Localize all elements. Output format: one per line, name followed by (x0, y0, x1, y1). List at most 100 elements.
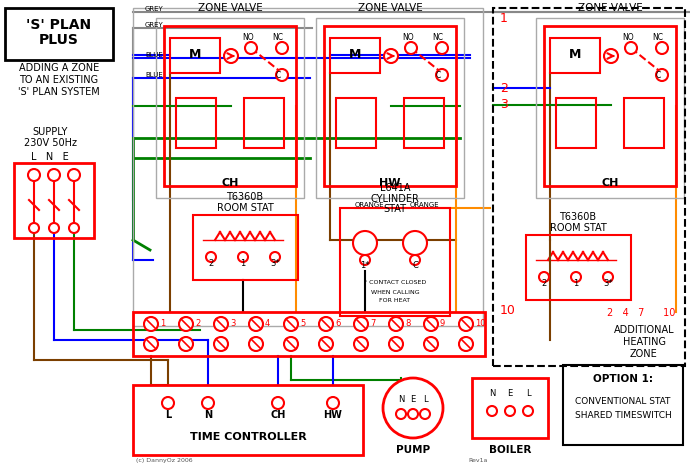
Text: CYLINDER: CYLINDER (371, 194, 420, 204)
Text: HW: HW (324, 410, 342, 420)
Circle shape (49, 223, 59, 233)
Text: 2: 2 (208, 258, 214, 268)
Text: GREY: GREY (145, 22, 164, 28)
Text: CONVENTIONAL STAT: CONVENTIONAL STAT (575, 396, 671, 405)
Text: ORANGE: ORANGE (355, 202, 384, 208)
Circle shape (144, 317, 158, 331)
Bar (526, 235, 631, 300)
Text: ADDING A ZONE: ADDING A ZONE (19, 63, 99, 73)
Bar (170, 38, 220, 73)
Circle shape (436, 42, 448, 54)
Bar (133, 385, 363, 455)
Circle shape (459, 337, 473, 351)
Text: BOILER: BOILER (489, 445, 531, 455)
Bar (340, 208, 450, 316)
Circle shape (206, 252, 216, 262)
Text: CH: CH (270, 410, 286, 420)
Text: 3: 3 (230, 320, 235, 329)
Text: 1: 1 (573, 278, 579, 287)
Circle shape (162, 397, 174, 409)
Bar (244, 98, 284, 148)
Circle shape (68, 169, 80, 181)
Bar (14, 163, 94, 238)
Text: 2: 2 (500, 81, 508, 95)
Circle shape (487, 406, 497, 416)
Circle shape (238, 252, 248, 262)
Text: L: L (526, 388, 531, 397)
Text: C: C (656, 72, 660, 80)
Text: V4043H: V4043H (369, 0, 411, 1)
Circle shape (270, 252, 280, 262)
Text: STAT: STAT (384, 204, 406, 214)
Circle shape (420, 409, 430, 419)
Text: BLUE: BLUE (145, 72, 163, 78)
Text: N: N (398, 395, 404, 404)
Bar (336, 98, 376, 148)
Text: GREY: GREY (145, 6, 164, 12)
Bar (176, 98, 216, 148)
Circle shape (539, 272, 549, 282)
Text: PLUS: PLUS (39, 33, 79, 47)
Circle shape (202, 397, 214, 409)
Text: 1: 1 (500, 12, 508, 24)
Text: 4: 4 (265, 320, 270, 329)
Text: 3: 3 (500, 98, 508, 111)
Circle shape (28, 169, 40, 181)
Text: PUMP: PUMP (396, 445, 430, 455)
Circle shape (179, 317, 193, 331)
Circle shape (144, 337, 158, 351)
Text: N: N (204, 410, 212, 420)
Text: SHARED TIMESWITCH: SHARED TIMESWITCH (575, 410, 671, 419)
Circle shape (284, 317, 298, 331)
Text: 3*: 3* (603, 278, 613, 287)
Circle shape (410, 255, 420, 265)
Text: M: M (569, 49, 581, 61)
Circle shape (272, 397, 284, 409)
Text: N: N (489, 388, 495, 397)
Text: V4043H: V4043H (209, 0, 250, 1)
Text: WHEN CALLING: WHEN CALLING (371, 290, 420, 294)
Text: * CONTACT CLOSED: * CONTACT CLOSED (364, 280, 426, 285)
Bar (324, 26, 456, 186)
Circle shape (249, 317, 263, 331)
Text: Rev1a: Rev1a (468, 458, 487, 463)
Circle shape (327, 397, 339, 409)
Text: L   N   E: L N E (31, 152, 69, 162)
Text: (c) DannyOz 2006: (c) DannyOz 2006 (136, 458, 193, 463)
Circle shape (403, 231, 427, 255)
Text: NC: NC (273, 34, 284, 43)
Circle shape (396, 409, 406, 419)
Circle shape (384, 49, 398, 63)
Text: C: C (435, 72, 441, 80)
Bar (550, 38, 600, 73)
Text: E: E (507, 388, 513, 397)
Circle shape (276, 42, 288, 54)
Text: HW: HW (380, 178, 401, 188)
Circle shape (424, 337, 438, 351)
Circle shape (505, 406, 515, 416)
Text: FOR HEAT: FOR HEAT (380, 299, 411, 304)
Bar (404, 98, 444, 148)
Text: ROOM STAT: ROOM STAT (550, 223, 607, 233)
Bar (544, 26, 676, 186)
Bar (193, 215, 298, 280)
Text: ZONE VALVE: ZONE VALVE (578, 3, 642, 13)
Text: 10: 10 (475, 320, 486, 329)
Circle shape (656, 42, 668, 54)
Text: NC: NC (433, 34, 444, 43)
Text: CH: CH (601, 178, 619, 188)
Text: ZONE VALVE: ZONE VALVE (357, 3, 422, 13)
Circle shape (604, 49, 618, 63)
Text: OPTION 1:: OPTION 1: (593, 374, 653, 384)
Text: TIME CONTROLLER: TIME CONTROLLER (190, 432, 306, 442)
Circle shape (389, 317, 403, 331)
Text: 2: 2 (542, 278, 546, 287)
Text: ADDITIONAL: ADDITIONAL (613, 325, 674, 335)
Circle shape (319, 337, 333, 351)
Text: 1: 1 (160, 320, 165, 329)
Circle shape (383, 378, 443, 438)
Circle shape (353, 231, 377, 255)
Text: HEATING: HEATING (622, 337, 665, 347)
Text: ROOM STAT: ROOM STAT (217, 203, 273, 213)
Text: ZONE VALVE: ZONE VALVE (197, 3, 262, 13)
